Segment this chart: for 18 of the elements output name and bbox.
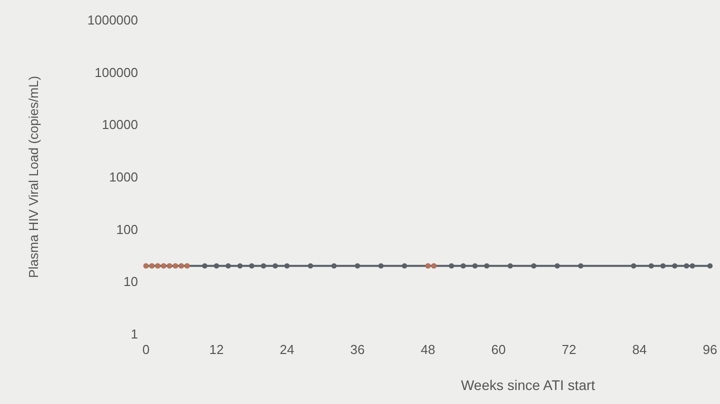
y-tick-label: 10000: [102, 117, 138, 132]
y-tick-label: 10: [124, 274, 138, 290]
x-tick-label: 96: [702, 342, 718, 357]
x-tick-label: 72: [562, 342, 576, 357]
y-tick-label: 1000: [109, 170, 138, 185]
x-tick-label: 24: [280, 342, 294, 357]
x-axis-title: Weeks since ATI start: [460, 377, 596, 393]
x-tick-label: 36: [350, 342, 365, 357]
y-tick-label: 100000: [94, 64, 138, 80]
x-tick-label: 84: [632, 342, 647, 357]
x-tick-label: 12: [209, 342, 224, 357]
x-tick-label: 60: [491, 342, 506, 357]
y-tick-label: 1: [130, 326, 138, 342]
y-axis-title: Plasma HIV Viral Load (copies/mL): [26, 76, 41, 278]
x-tick-label: 48: [420, 342, 436, 357]
y-tick-label: 1000000: [87, 12, 138, 28]
y-tick-label: 100: [116, 222, 138, 237]
x-tick-label: 0: [142, 342, 150, 357]
